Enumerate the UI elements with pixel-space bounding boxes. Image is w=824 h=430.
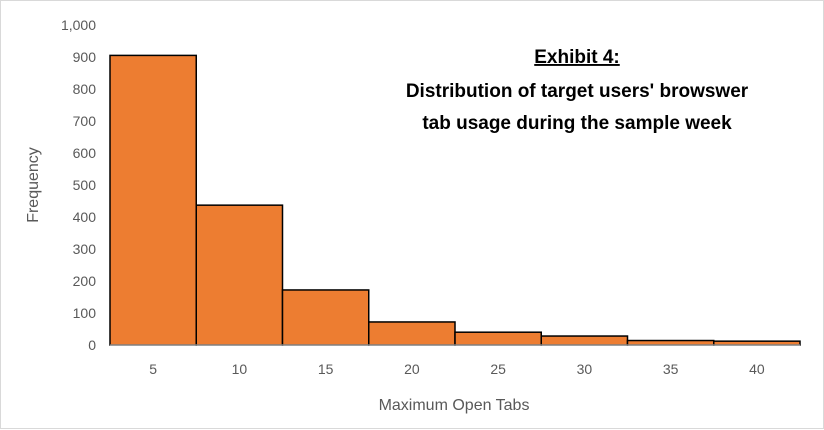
- chart-title: Exhibit 4:: [534, 47, 620, 68]
- x-axis-tick-labels: 5 10 15 20 25 30 35 40: [149, 361, 765, 377]
- x-tick-label: 25: [490, 361, 506, 377]
- y-tick-label: 700: [73, 113, 97, 129]
- histogram-bar: [626, 339, 715, 346]
- y-tick-label: 800: [73, 81, 97, 97]
- x-tick-label: 30: [577, 361, 593, 377]
- histogram-bar: [195, 204, 284, 346]
- x-tick-label: 20: [404, 361, 420, 377]
- y-tick-label: 1,000: [61, 17, 96, 33]
- y-tick-label: 600: [73, 145, 97, 161]
- histogram-bar: [281, 289, 370, 346]
- y-tick-label: 200: [73, 273, 97, 289]
- histogram-bar: [540, 335, 629, 346]
- y-tick-label: 100: [73, 305, 97, 321]
- x-tick-label: 35: [663, 361, 679, 377]
- bars: [109, 54, 801, 346]
- y-tick-label: 0: [88, 337, 96, 353]
- histogram-bar: [713, 340, 801, 346]
- y-axis-tick-labels: 0 100 200 300 400 500 600 700 800 900 1,000: [61, 17, 96, 353]
- chart-subtitle-line-1: Distribution of target users' browswer: [406, 81, 749, 102]
- y-tick-label: 400: [73, 209, 97, 225]
- x-tick-label: 5: [149, 361, 157, 377]
- histogram-bar: [454, 331, 542, 346]
- y-axis-title: Frequency: [25, 147, 42, 223]
- y-tick-label: 300: [73, 241, 97, 257]
- x-tick-label: 40: [749, 361, 765, 377]
- y-tick-label: 900: [73, 49, 97, 65]
- x-tick-label: 15: [318, 361, 334, 377]
- histogram-bar: [109, 54, 197, 346]
- y-tick-label: 500: [73, 177, 97, 193]
- histogram-bar: [368, 321, 456, 346]
- x-tick-label: 10: [232, 361, 248, 377]
- chart-subtitle-line-2: tab usage during the sample week: [422, 113, 732, 134]
- x-axis-title: Maximum Open Tabs: [379, 397, 530, 414]
